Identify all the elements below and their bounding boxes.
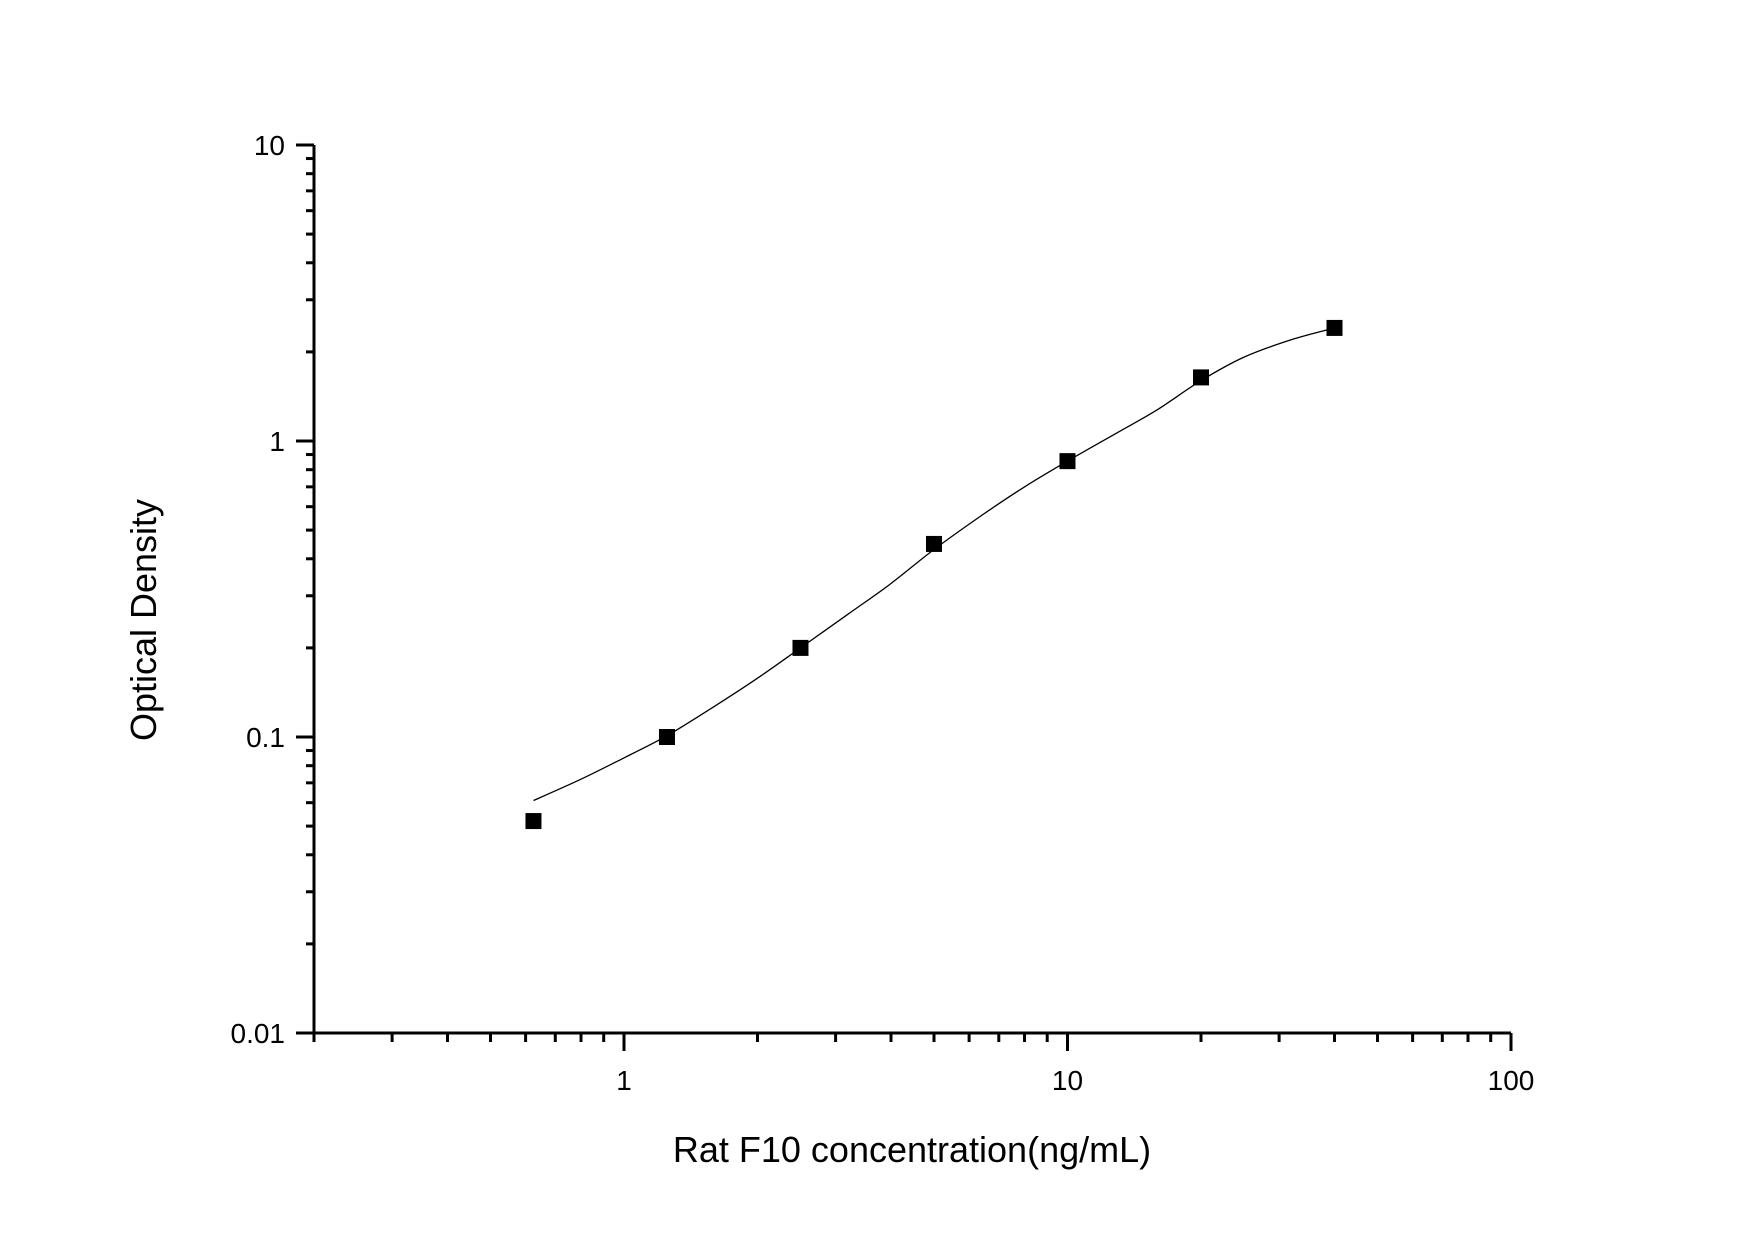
y-tick-label: 0.1 <box>246 722 285 753</box>
x-tick-label: 100 <box>1488 1065 1535 1096</box>
data-point-square <box>525 813 542 830</box>
y-tick-label: 0.01 <box>231 1018 286 1049</box>
fitted-curve <box>533 327 1335 802</box>
data-point-square <box>1059 453 1076 470</box>
y-axis-title: Optical Density <box>123 499 164 741</box>
data-points <box>525 319 1343 830</box>
data-point-square <box>925 535 942 552</box>
y-axis: 0.01 0.1 1 10 <box>231 130 316 1049</box>
y-tick-label: 10 <box>254 130 285 161</box>
y-tick-label: 1 <box>269 426 285 457</box>
x-axis: 1 10 100 <box>296 1031 1535 1096</box>
data-point-square <box>658 729 675 745</box>
data-point-square <box>1326 319 1343 336</box>
x-tick-label: 1 <box>616 1065 632 1096</box>
fit-curve-path <box>533 327 1335 802</box>
data-point-square <box>792 639 809 656</box>
x-axis-title: Rat F10 concentration(ng/mL) <box>673 1129 1151 1170</box>
x-tick-label: 10 <box>1052 1065 1083 1096</box>
data-point-square <box>1193 369 1210 386</box>
